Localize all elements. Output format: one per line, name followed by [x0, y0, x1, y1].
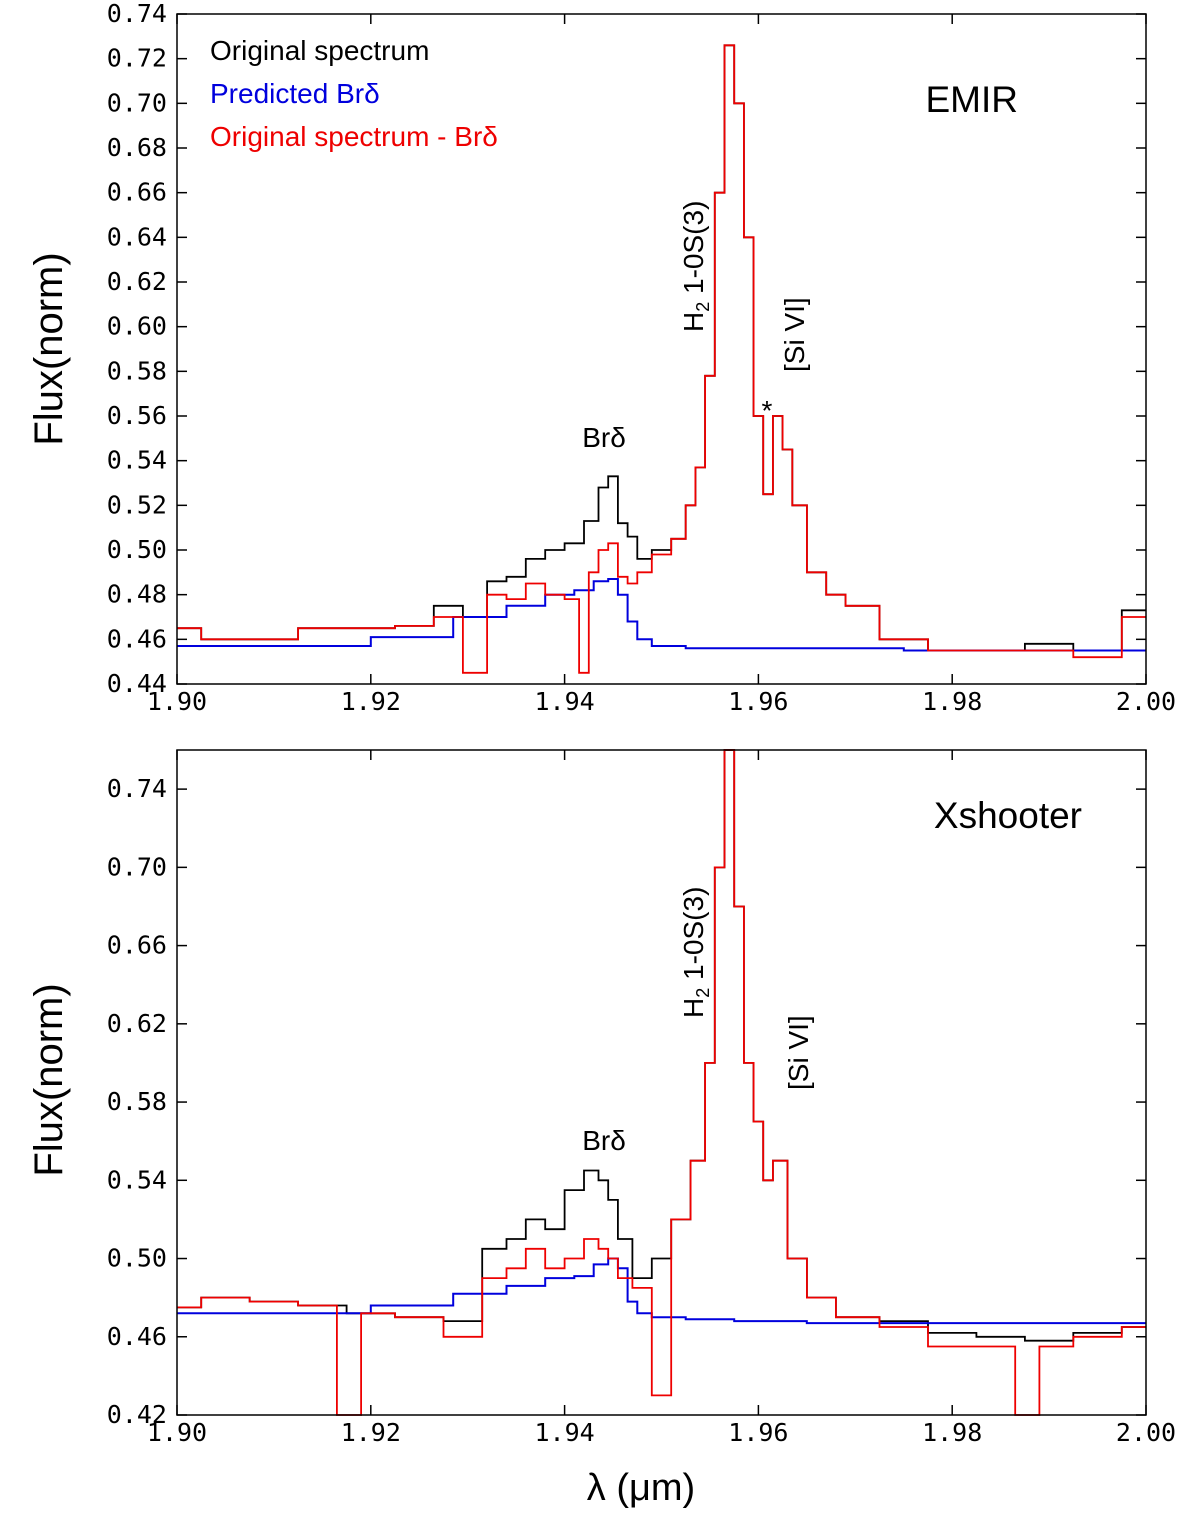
- emir-ytick-label: 0.44: [107, 669, 167, 698]
- emir-series-predicted-br: [177, 578, 1146, 652]
- xshooter-title: Xshooter: [934, 795, 1082, 836]
- xshooter-ytick-label: 0.42: [107, 1400, 167, 1429]
- emir-ytick-label: 0.56: [107, 401, 167, 430]
- emir-ytick-label: 0.48: [107, 580, 167, 609]
- xshooter-xtick-label: 1.92: [341, 1418, 401, 1447]
- xshooter-ticks-layer: 1.90 1.92 1.94 1.96 1.98 2.00 0.42 0.46 0.50 0.54…: [107, 750, 1176, 1447]
- xshooter-ytick-label: 0.74: [107, 774, 167, 803]
- emir-xtick-label: 1.96: [728, 687, 788, 716]
- emir-xtick-label: 1.98: [922, 687, 982, 716]
- emir-h2-rest: 1-0S(3): [678, 201, 709, 302]
- emir-ytick-label: 0.50: [107, 535, 167, 564]
- xshooter-h2-sub: 2: [693, 988, 713, 998]
- emir-ytick-label: 0.68: [107, 133, 167, 162]
- emir-ytick-label: 0.70: [107, 88, 167, 117]
- emir-h2-sub: 2: [693, 302, 713, 312]
- xshooter-xtick-label: 1.90: [147, 1418, 207, 1447]
- xshooter-brd-label: Brδ: [582, 1125, 626, 1156]
- x-axis-label: λ (μm): [587, 1467, 695, 1509]
- emir-series-layer: [177, 44, 1146, 674]
- emir-series-original-spectrum-br: [177, 44, 1146, 674]
- xshooter-series-layer: [177, 749, 1146, 1416]
- emir-ytick-label: 0.74: [107, 0, 167, 28]
- xshooter-ytick-label: 0.54: [107, 1165, 167, 1194]
- emir-ytick-label: 0.58: [107, 356, 167, 385]
- xshooter-h2-rest: 1-0S(3): [678, 887, 709, 988]
- emir-ytick-label: 0.46: [107, 624, 167, 653]
- xshooter-ytick-label: 0.62: [107, 1009, 167, 1038]
- emir-plot-frame: [176, 13, 1147, 685]
- emir-ytick-label: 0.72: [107, 44, 167, 73]
- panel-emir: 1.90 1.92 1.94 1.96 1.98 2.00 0.44 0.46 0.48 0.50…: [27, 0, 1176, 716]
- emir-title: EMIR: [926, 79, 1019, 120]
- legend-subtracted: Original spectrum - Brδ: [210, 121, 498, 152]
- xshooter-xtick-label: 2.00: [1116, 1418, 1176, 1447]
- legend-predicted-brd: Predicted Brδ: [210, 78, 380, 109]
- xshooter-series-original-spectrum-br: [177, 749, 1146, 1416]
- xshooter-y-axis-label: Flux(norm): [27, 983, 71, 1176]
- emir-xtick-label: 1.94: [534, 687, 594, 716]
- emir-ytick-label: 0.66: [107, 178, 167, 207]
- emir-h2-main: H: [678, 312, 709, 332]
- emir-y-axis-label: Flux(norm): [27, 252, 71, 445]
- emir-ytick-label: 0.54: [107, 446, 167, 475]
- emir-ytick-label: 0.60: [107, 312, 167, 341]
- xshooter-xtick-label: 1.96: [728, 1418, 788, 1447]
- xshooter-sivi-label: [Si VI]: [783, 1015, 814, 1090]
- xshooter-ytick-label: 0.50: [107, 1244, 167, 1273]
- xshooter-h2-main: H: [678, 998, 709, 1018]
- xshooter-ytick-label: 0.70: [107, 852, 167, 881]
- emir-brd-label: Brδ: [582, 422, 626, 453]
- xshooter-series-original-spectrum: [177, 749, 1146, 1342]
- emir-h2-label: H2 1-0S(3): [678, 201, 713, 332]
- emir-xtick-label: 2.00: [1116, 687, 1176, 716]
- emir-ytick-label: 0.62: [107, 267, 167, 296]
- legend: Original spectrum Predicted Brδ Original…: [210, 35, 498, 152]
- xshooter-xtick-label: 1.98: [922, 1418, 982, 1447]
- xshooter-h2-label: H2 1-0S(3): [678, 887, 713, 1018]
- panel-xshooter: 1.90 1.92 1.94 1.96 1.98 2.00 0.42 0.46 0.50 0.54…: [27, 749, 1176, 1447]
- emir-star-label: *: [762, 395, 773, 426]
- xshooter-ytick-label: 0.46: [107, 1322, 167, 1351]
- xshooter-series-predicted-br: [177, 1257, 1146, 1325]
- xshooter-ytick-label: 0.58: [107, 1087, 167, 1116]
- emir-sivi-label: [Si VI]: [779, 297, 810, 372]
- emir-xtick-label: 1.92: [341, 687, 401, 716]
- xshooter-ytick-label: 0.66: [107, 931, 167, 960]
- xshooter-plot-frame: [176, 749, 1147, 1416]
- emir-ytick-label: 0.52: [107, 490, 167, 519]
- emir-xtick-label: 1.90: [147, 687, 207, 716]
- emir-ytick-label: 0.64: [107, 222, 167, 251]
- legend-original-spectrum: Original spectrum: [210, 35, 429, 66]
- xshooter-xtick-label: 1.94: [534, 1418, 594, 1447]
- emir-ticks-layer: 1.90 1.92 1.94 1.96 1.98 2.00 0.44 0.46 0.48 0.50…: [107, 0, 1176, 716]
